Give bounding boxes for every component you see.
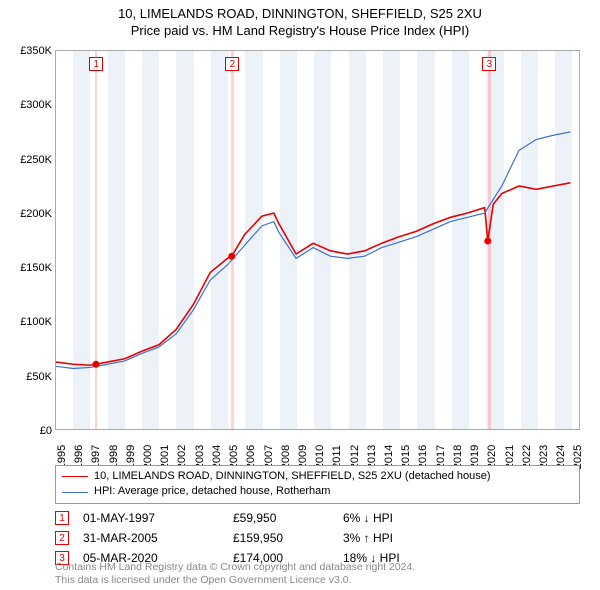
y-tick-label: £200K [20, 208, 52, 220]
event-point [484, 238, 491, 245]
y-tick-label: £300K [20, 99, 52, 111]
footer-line-1: Contains HM Land Registry data © Crown c… [55, 561, 415, 574]
y-tick-label: £50K [26, 371, 52, 383]
title-line-1: 10, LIMELANDS ROAD, DINNINGTON, SHEFFIEL… [0, 6, 600, 23]
plot-region: £0£50K£100K£150K£200K£250K£300K£350K1995… [55, 50, 580, 430]
title-line-2: Price paid vs. HM Land Registry's House … [0, 23, 600, 40]
event-marker: 1 [89, 57, 103, 71]
event-price: £59,950 [233, 511, 343, 525]
event-diff: 6% ↓ HPI [343, 511, 453, 525]
event-point [228, 253, 235, 260]
event-marker: 2 [225, 57, 239, 71]
event-row: 2 31-MAR-2005£159,9503% ↑ HPI [55, 528, 580, 548]
legend: 10, LIMELANDS ROAD, DINNINGTON, SHEFFIEL… [55, 465, 580, 504]
legend-label: HPI: Average price, detached house, Roth… [94, 484, 330, 499]
series-line [56, 132, 570, 369]
legend-item: 10, LIMELANDS ROAD, DINNINGTON, SHEFFIEL… [62, 469, 573, 484]
chart-area: £0£50K£100K£150K£200K£250K£300K£350K1995… [55, 50, 580, 430]
event-date: 01-MAY-1997 [83, 511, 233, 525]
legend-item: HPI: Average price, detached house, Roth… [62, 484, 573, 499]
y-tick-label: £350K [20, 45, 52, 57]
y-tick-label: £150K [20, 262, 52, 274]
legend-swatch [62, 476, 88, 477]
y-tick-label: £0 [40, 425, 52, 437]
event-marker: 3 [482, 57, 496, 71]
chart-title: 10, LIMELANDS ROAD, DINNINGTON, SHEFFIEL… [0, 0, 600, 40]
footer: Contains HM Land Registry data © Crown c… [55, 561, 415, 587]
legend-swatch [62, 492, 88, 493]
y-tick-label: £100K [20, 316, 52, 328]
event-row: 1 01-MAY-1997£59,9506% ↓ HPI [55, 508, 580, 528]
event-row-marker: 2 [55, 531, 69, 545]
event-diff: 3% ↑ HPI [343, 531, 453, 545]
event-date: 31-MAR-2005 [83, 531, 233, 545]
event-price: £159,950 [233, 531, 343, 545]
legend-label: 10, LIMELANDS ROAD, DINNINGTON, SHEFFIEL… [94, 469, 491, 484]
event-row-marker: 1 [55, 511, 69, 525]
series-line [56, 183, 570, 365]
footer-line-2: This data is licensed under the Open Gov… [55, 574, 415, 587]
events-table: 1 01-MAY-1997£59,9506% ↓ HPI 2 31-MAR-2005£… [55, 508, 580, 568]
y-tick-label: £250K [20, 154, 52, 166]
event-point [92, 361, 99, 368]
